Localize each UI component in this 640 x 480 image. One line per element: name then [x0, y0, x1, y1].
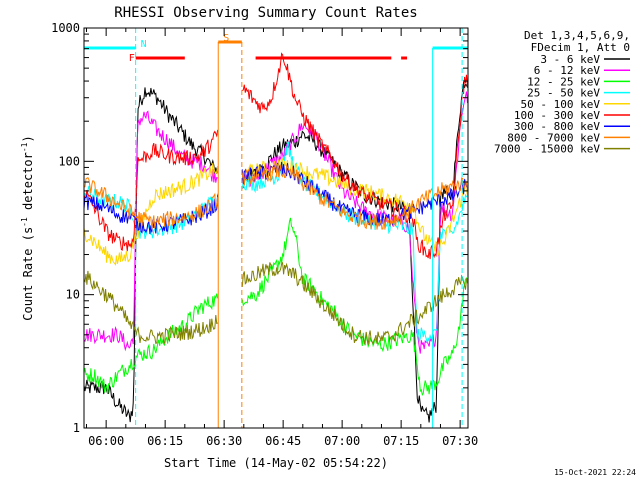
series-layer — [84, 52, 468, 423]
x-tick-label-0: 06:00 — [88, 434, 124, 448]
legend-entry-6: 300 - 800 keV — [514, 120, 600, 133]
legend-entry-0: 3 - 6 keV — [540, 53, 600, 66]
series-line-1 — [84, 91, 468, 354]
y-axis: 1 10 100 1000 — [51, 21, 468, 435]
series-line-7 — [84, 163, 468, 230]
legend-entry-2: 12 - 25 keV — [527, 75, 600, 88]
series-line-8 — [84, 261, 468, 346]
plot-frame — [83, 27, 469, 429]
y-tick-label-0: 1 — [73, 421, 80, 435]
x-tick-label-6: 07:30 — [442, 434, 478, 448]
series-line-0 — [84, 81, 468, 423]
x-tick-label-2: 06:30 — [206, 434, 242, 448]
series-line-2 — [84, 217, 468, 396]
y-tick-label-1: 10 — [66, 288, 80, 302]
legend-entry-8: 7000 - 15000 keV — [494, 143, 600, 156]
legend-header-2: FDecim 1, Att 0 — [531, 41, 630, 54]
legend-header-1: Det 1,3,4,5,6,9, — [524, 29, 630, 42]
x-axis-label: Start Time (14-May-02 05:54:22) — [164, 456, 388, 470]
y-tick-label-3: 1000 — [51, 21, 80, 35]
series-line-5 — [84, 52, 468, 260]
legend-entry-4: 50 - 100 keV — [521, 98, 601, 111]
flag-label-s: S — [223, 33, 229, 44]
legend-entry-1: 6 - 12 keV — [534, 64, 601, 77]
y-axis-label: Count Rate (s-1 detector-1) — [20, 135, 35, 320]
legend-entry-7: 800 - 7000 keV — [507, 131, 600, 144]
chart-title: RHESSI Observing Summary Count Rates — [114, 5, 417, 21]
x-tick-label-5: 07:15 — [383, 434, 419, 448]
flag-label-n: N — [141, 39, 147, 50]
x-tick-label-4: 07:00 — [324, 434, 360, 448]
x-axis: 06:00 06:15 06:30 06:45 07:00 07:15 07:30 — [85, 28, 478, 448]
legend-entry-3: 25 - 50 keV — [527, 87, 600, 100]
legend-entry-5: 100 - 300 keV — [514, 109, 600, 122]
date-stamp: 15-Oct-2021 22:24 — [554, 468, 636, 477]
x-tick-label-3: 06:45 — [265, 434, 301, 448]
legend: Det 1,3,4,5,6,9, FDecim 1, Att 0 3 - 6 k… — [494, 29, 630, 156]
y-tick-label-2: 100 — [58, 154, 80, 168]
flag-layer: NF S — [84, 28, 468, 428]
x-tick-label-1: 06:15 — [147, 434, 183, 448]
flag-label-f: F — [129, 53, 135, 64]
